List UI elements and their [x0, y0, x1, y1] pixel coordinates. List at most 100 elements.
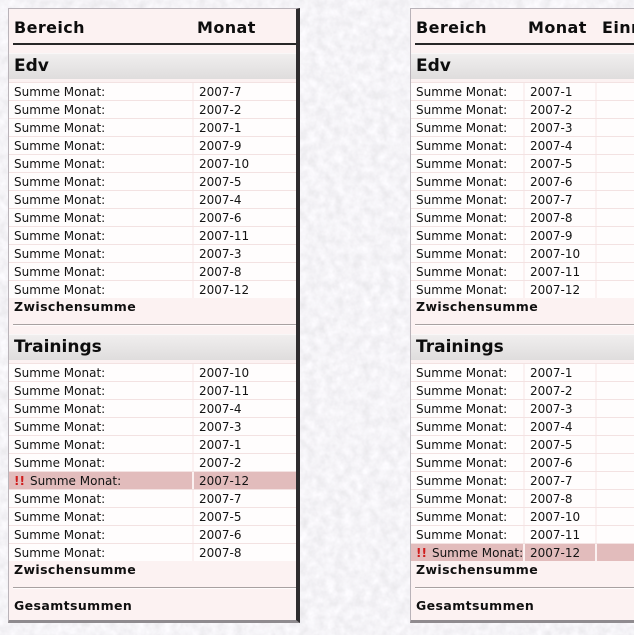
- table-row: Summe Monat: 2007-6: [411, 453, 634, 471]
- row-label-cell: Summe Monat:: [411, 454, 523, 471]
- row-month-value: 2007-1: [192, 119, 296, 136]
- section-rows: Summe Monat: 2007-1 Summe Monat: 2007-2 Summ…: [411, 363, 634, 561]
- table-row: Summe Monat: 2007-1: [411, 363, 634, 381]
- section-title: Trainings: [9, 334, 296, 360]
- row-label: Summe Monat:: [416, 365, 508, 380]
- row-label-cell: Summe Monat:: [9, 173, 192, 190]
- table-row: Summe Monat: 2007-8: [411, 489, 634, 507]
- row-month-value: 2007-1: [523, 83, 595, 100]
- row-month-value: 2007-10: [523, 245, 595, 262]
- row-month-value: 2007-3: [192, 418, 296, 435]
- row-label-cell: Summe Monat:: [9, 227, 192, 244]
- table-row: Summe Monat: 2007-10: [411, 244, 634, 262]
- row-label: Summe Monat:: [416, 210, 508, 225]
- row-extra-cell: [595, 101, 634, 118]
- column-header-einn: Einn: [602, 18, 634, 37]
- row-month-value: 2007-11: [523, 263, 595, 280]
- row-label: Summe Monat:: [416, 527, 508, 542]
- row-extra-cell: [595, 490, 634, 507]
- row-label-cell: Summe Monat:: [411, 418, 523, 435]
- row-label-cell: Summe Monat:: [411, 490, 523, 507]
- row-label-cell: Summe Monat:: [9, 101, 192, 118]
- row-label-cell: Summe Monat:: [9, 490, 192, 507]
- row-label: Summe Monat:: [416, 491, 508, 506]
- row-label-cell: Summe Monat:: [9, 83, 192, 100]
- row-label-cell: Summe Monat:: [411, 137, 523, 154]
- row-month-value: 2007-7: [192, 83, 296, 100]
- row-label: Summe Monat:: [14, 455, 106, 470]
- row-label: Summe Monat:: [14, 365, 106, 380]
- row-label: Summe Monat:: [416, 138, 508, 153]
- row-month-value: 2007-2: [523, 382, 595, 399]
- row-extra-cell: [595, 209, 634, 226]
- row-month-value: 2007-8: [523, 209, 595, 226]
- row-month-value: 2007-11: [192, 382, 296, 399]
- row-label-cell: Summe Monat:: [9, 400, 192, 417]
- table-row: Summe Monat: 2007-8: [411, 208, 634, 226]
- table-row: Summe Monat: 2007-4: [9, 190, 296, 208]
- row-extra-cell: [595, 227, 634, 244]
- row-label-cell: Summe Monat:: [9, 418, 192, 435]
- row-month-value: 2007-8: [192, 544, 296, 561]
- row-label-cell: Summe Monat:: [411, 281, 523, 298]
- section-separator-line: [13, 324, 296, 326]
- row-label: Summe Monat:: [29, 473, 122, 488]
- table-row: Summe Monat: 2007-11: [9, 381, 296, 399]
- row-label: Summe Monat:: [416, 156, 508, 171]
- table-row: Summe Monat: 2007-2: [411, 100, 634, 118]
- row-label: Summe Monat:: [416, 473, 508, 488]
- row-month-value: 2007-11: [192, 227, 296, 244]
- table-row: Summe Monat: 2007-6: [9, 525, 296, 543]
- grand-total-label: Gesamtsummen: [14, 598, 133, 613]
- row-extra-cell: [595, 418, 634, 435]
- row-month-value: 2007-9: [192, 137, 296, 154]
- row-extra-cell: [595, 472, 634, 489]
- table-row: Summe Monat: 2007-2: [9, 453, 296, 471]
- report-body: Edv Summe Monat: 2007-7 Summe Monat: 2007-2 S…: [9, 53, 296, 579]
- row-label-cell: Summe Monat:: [9, 209, 192, 226]
- table-row: Summe Monat: 2007-4: [411, 417, 634, 435]
- row-label: Summe Monat:: [416, 246, 508, 261]
- row-month-value: 2007-3: [192, 245, 296, 262]
- report-section-trainings: Trainings Summe Monat: 2007-1 Summe Monat: 2…: [411, 334, 634, 579]
- row-month-value: 2007-1: [192, 436, 296, 453]
- row-label: Summe Monat:: [14, 84, 106, 99]
- row-label: Summe Monat:: [14, 401, 106, 416]
- row-label-cell: Summe Monat:: [9, 281, 192, 298]
- row-label-cell: !! Summe Monat:: [9, 472, 192, 489]
- table-row: Summe Monat: 2007-7: [411, 471, 634, 489]
- row-label: Summe Monat:: [14, 210, 106, 225]
- row-label: Summe Monat:: [416, 84, 508, 99]
- row-month-value: 2007-5: [523, 155, 595, 172]
- row-label-cell: Summe Monat:: [411, 382, 523, 399]
- row-month-value: 2007-4: [523, 418, 595, 435]
- table-row: Summe Monat: 2007-10: [9, 363, 296, 381]
- row-label: Summe Monat:: [14, 192, 106, 207]
- table-row: Summe Monat: 2007-5: [9, 507, 296, 525]
- row-label-cell: Summe Monat:: [9, 526, 192, 543]
- row-month-value: 2007-2: [523, 101, 595, 118]
- row-label: Summe Monat:: [416, 419, 508, 434]
- row-month-value: 2007-6: [523, 173, 595, 190]
- row-label: Summe Monat:: [416, 401, 508, 416]
- row-label-cell: Summe Monat:: [9, 263, 192, 280]
- column-header-bereich: Bereich: [416, 18, 487, 37]
- row-month-value: 2007-12: [523, 281, 595, 298]
- section-rows: Summe Monat: 2007-1 Summe Monat: 2007-2 Summ…: [411, 82, 634, 298]
- row-label-cell: Summe Monat:: [411, 364, 523, 381]
- row-label: Summe Monat:: [416, 228, 508, 243]
- row-label-cell: Summe Monat:: [9, 544, 192, 561]
- report-section-edv: Edv Summe Monat: 2007-7 Summe Monat: 2007-2 S…: [9, 53, 296, 326]
- row-label: Summe Monat:: [416, 264, 508, 279]
- table-row: Summe Monat: 2007-5: [411, 154, 634, 172]
- table-row: Summe Monat: 2007-7: [411, 190, 634, 208]
- table-row: Summe Monat: 2007-1: [9, 118, 296, 136]
- row-month-value: 2007-12: [192, 281, 296, 298]
- row-extra-cell: [595, 364, 634, 381]
- section-title: Edv: [9, 53, 296, 79]
- table-row: Summe Monat: 2007-11: [9, 226, 296, 244]
- row-label-cell: Summe Monat:: [9, 436, 192, 453]
- subtotal-label: Zwischensumme: [14, 299, 137, 314]
- row-month-value: 2007-7: [523, 191, 595, 208]
